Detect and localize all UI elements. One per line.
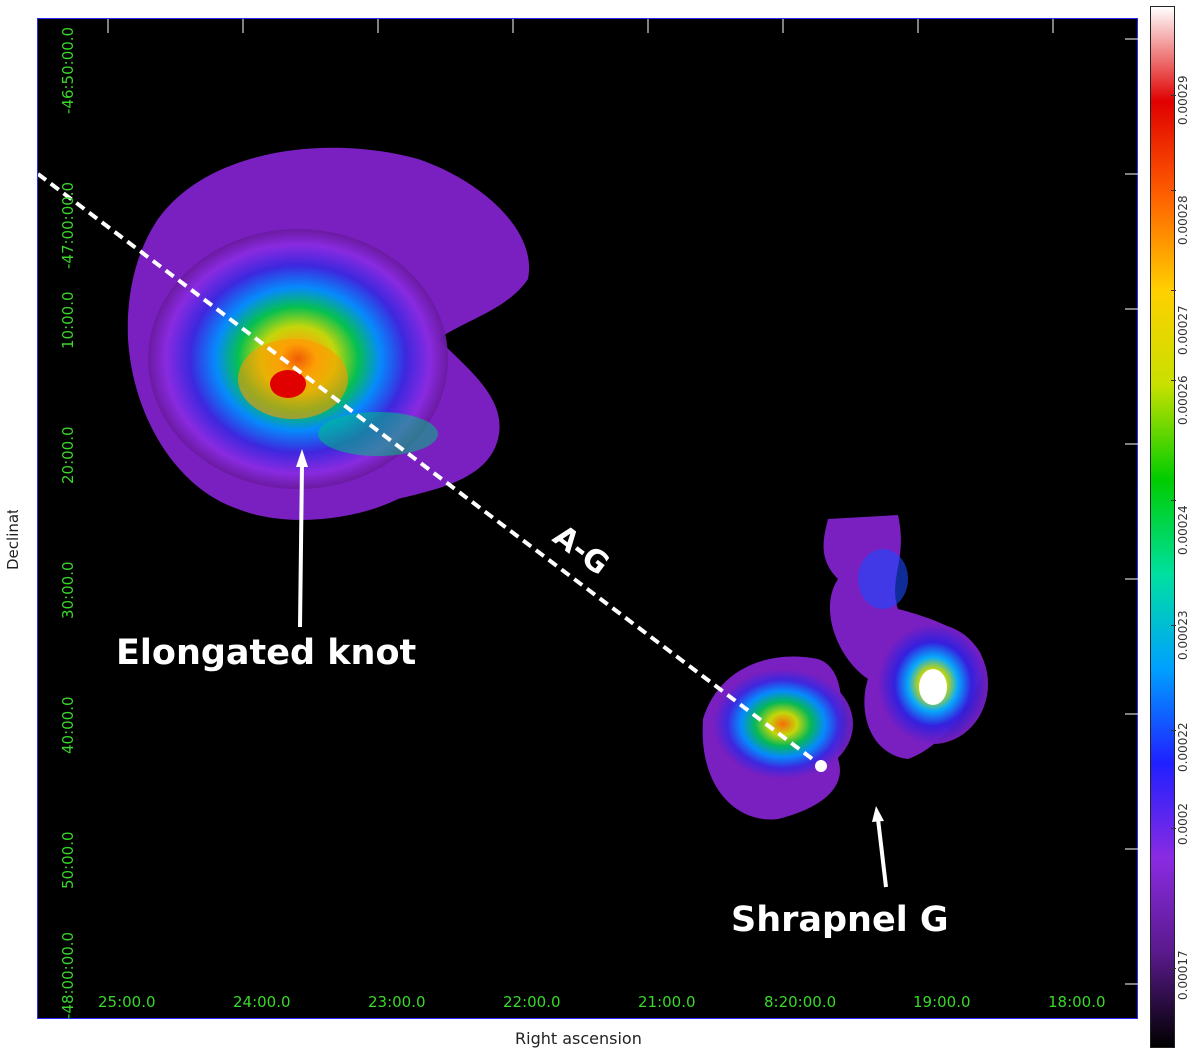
colorbar-tick: 0.00028 xyxy=(1176,195,1190,245)
y-axis-label: Declination xyxy=(4,510,22,570)
colorbar-tick: 0.00027 xyxy=(1176,305,1190,355)
colorbar-mark xyxy=(1171,380,1176,381)
shrapnel-g-region xyxy=(702,656,853,820)
colorbar-mark xyxy=(1171,95,1176,96)
x-axis-label: Right ascension xyxy=(515,1029,642,1048)
line-label: A-G xyxy=(546,518,615,582)
colorbar-tick: 0.00026 xyxy=(1176,375,1190,425)
shrapnel-label: Shrapnel G xyxy=(731,900,949,940)
colorbar-tick: 0.00023 xyxy=(1176,610,1190,660)
ra-tick: 24:00.0 xyxy=(233,993,291,1011)
ra-tick: 8:20:00.0 xyxy=(764,993,836,1011)
svg-text:Declination: Declination xyxy=(4,510,22,570)
dec-tick: -46:50:00.0 xyxy=(59,27,77,114)
diffuse-emission-region xyxy=(127,147,530,520)
dec-tick: -47:00:00.0 xyxy=(59,182,77,269)
ra-tick: 23:00.0 xyxy=(368,993,426,1011)
elongated-knot-arrow xyxy=(296,449,308,628)
shrapnel-g-arrow xyxy=(872,806,888,888)
sky-image: A-G Elongated knot Shrapnel G 25:00.0 24… xyxy=(38,19,1139,1019)
colorbar-tick: 0.00017 xyxy=(1176,950,1190,1000)
ra-tick: 22:00.0 xyxy=(503,993,561,1011)
a-g-dashed-line xyxy=(38,172,825,769)
colorbar-mark xyxy=(1171,828,1176,829)
bright-clump-region xyxy=(823,515,988,759)
colorbar-tick: 0.00024 xyxy=(1176,505,1190,555)
colorbar-mark xyxy=(1171,968,1176,969)
knot-label: Elongated knot xyxy=(116,633,416,673)
colorbar-mark xyxy=(1171,500,1176,501)
colorbar-tick: 0.0002 xyxy=(1176,803,1190,845)
colorbar-mark xyxy=(1171,730,1176,731)
dec-tick: -48:00:00.0 xyxy=(59,932,77,1019)
dec-tick: 30:00.0 xyxy=(59,561,77,619)
ra-tick: 18:00.0 xyxy=(1048,993,1106,1011)
dec-tick: 50:00.0 xyxy=(59,831,77,889)
colorbar xyxy=(1150,6,1175,1048)
dec-tick: 10:00.0 xyxy=(59,291,77,349)
tick-marks xyxy=(107,19,1139,985)
colorbar-mark xyxy=(1171,190,1176,191)
dec-tick: 20:00.0 xyxy=(59,426,77,484)
colorbar-mark xyxy=(1171,625,1176,626)
ra-tick: 25:00.0 xyxy=(98,993,156,1011)
colorbar-mark xyxy=(1171,290,1176,291)
colorbar-tick: 0.00022 xyxy=(1176,722,1190,772)
ra-tick: 19:00.0 xyxy=(913,993,971,1011)
colorbar-tick: 0.00029 xyxy=(1176,75,1190,125)
sky-image-panel: A-G Elongated knot Shrapnel G 25:00.0 24… xyxy=(37,18,1139,1019)
ra-tick: 21:00.0 xyxy=(638,993,696,1011)
dec-tick: 40:00.0 xyxy=(59,696,77,754)
